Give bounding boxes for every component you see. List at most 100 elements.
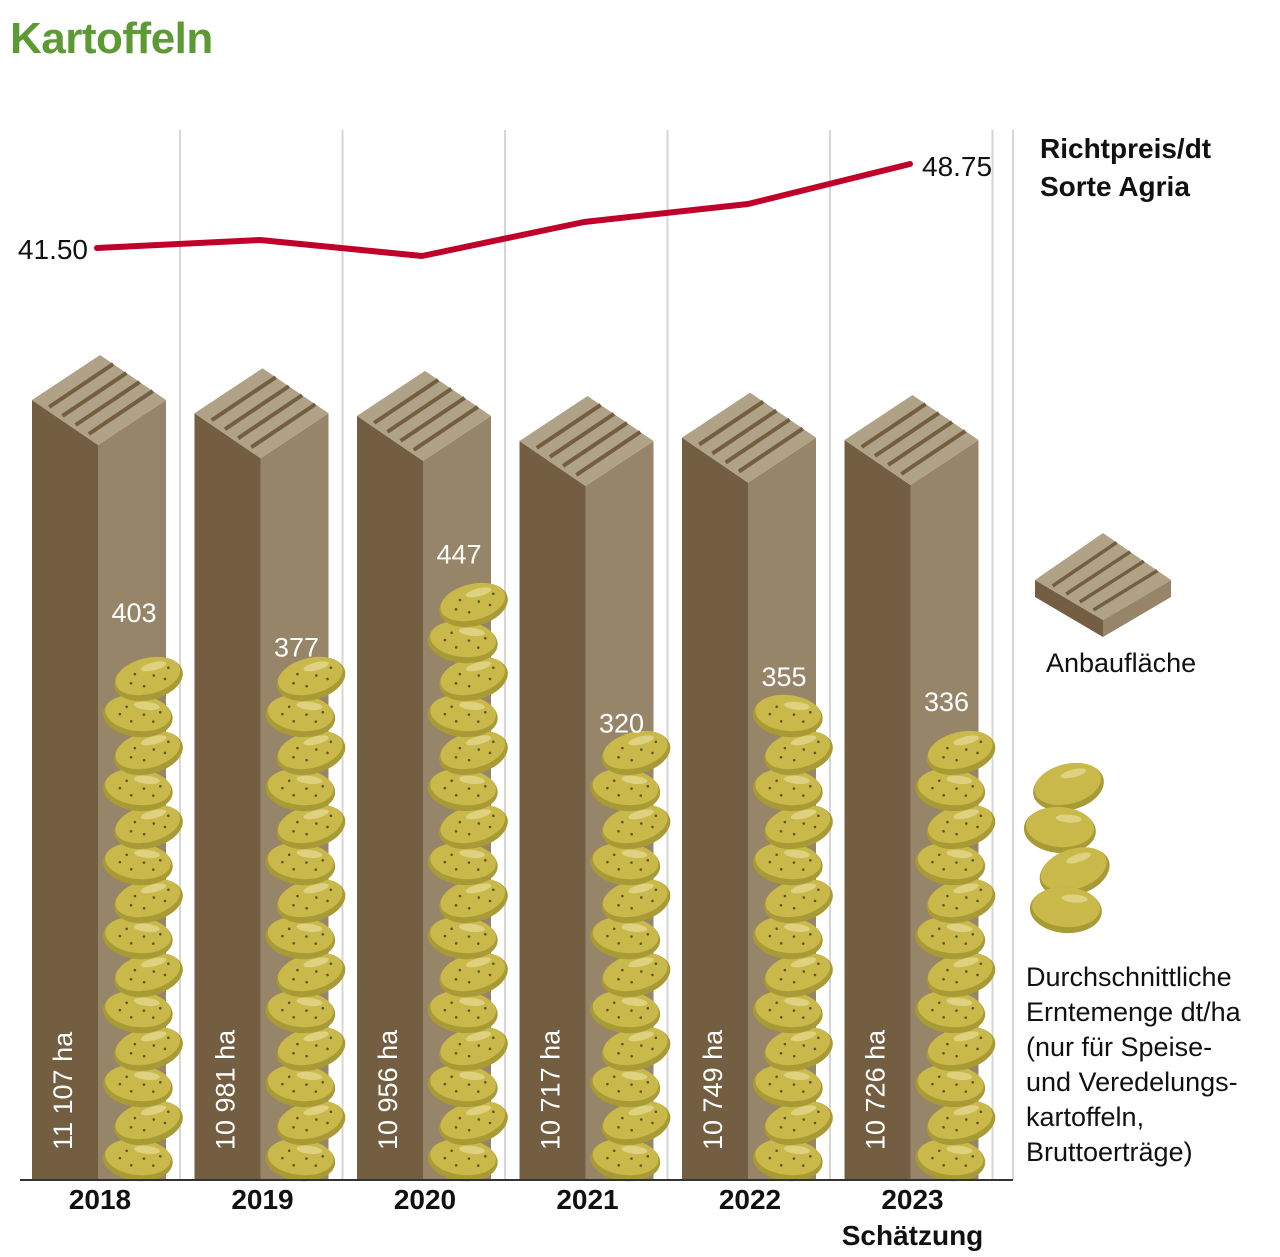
area-pillar-2023: 10 726 ha 336: [844, 395, 996, 1182]
potato-icon: [590, 1138, 661, 1182]
yield-value: 355: [761, 662, 806, 692]
potato-icon: [926, 730, 996, 776]
potato-icon: [265, 1064, 336, 1108]
yield-legend-line: Durchschnittliche: [1026, 962, 1232, 992]
yield-value: 447: [436, 539, 481, 569]
potato-icon: [439, 804, 508, 850]
area-pillar-2021: 10 717 ha 320: [519, 395, 671, 1182]
area-value: 10 956 ha: [373, 1029, 403, 1150]
potato-icon: [114, 656, 183, 702]
area-pillar-2019: 10 981 ha 377: [194, 368, 346, 1182]
potato-icon: [114, 804, 183, 850]
potato-icon: [601, 952, 671, 998]
potato-icon: [926, 1026, 996, 1072]
potato-icon: [752, 842, 823, 886]
potato-icon: [102, 1138, 173, 1182]
potato-icon: [265, 768, 336, 812]
area-pillar-2018: 11 107 ha 403: [32, 355, 183, 1182]
potato-icon: [265, 990, 336, 1034]
potato-icon: [265, 916, 336, 960]
potato-icon: [265, 1138, 336, 1182]
potato-icon: [114, 1100, 183, 1146]
year-label-2019: 2019: [231, 1184, 294, 1215]
potato-icon: [590, 990, 661, 1034]
potato-icon: [590, 842, 661, 886]
potato-icon: [915, 768, 986, 812]
potato-icon: [915, 990, 986, 1034]
potato-icon: [601, 1026, 671, 1072]
potato-icon: [276, 656, 346, 702]
potato-icon: [114, 952, 183, 998]
potato-icon: [590, 1064, 661, 1108]
potato-icon: [752, 768, 823, 812]
potato-icon: [752, 1064, 823, 1108]
potato-icon: [752, 916, 823, 960]
yield-legend-line: und Veredelungs-: [1026, 1067, 1238, 1097]
potato-icon: [601, 878, 671, 924]
potato-icon: [601, 1100, 671, 1146]
potato-icon: [276, 1100, 346, 1146]
potato-icon: [764, 804, 833, 850]
yield-legend-line: kartoffeln,: [1026, 1102, 1145, 1132]
potato-icon: [590, 916, 661, 960]
potato-icon: [439, 878, 508, 924]
price-legend-line1: Richtpreis/dt: [1040, 133, 1212, 164]
potato-icon: [427, 1064, 498, 1108]
potato-icon: [427, 842, 498, 886]
potato-icon: [276, 730, 346, 776]
potato-icon: [102, 990, 173, 1034]
potato-icon: [439, 582, 508, 628]
area-value: 10 749 ha: [698, 1029, 728, 1150]
price-line: [94, 161, 913, 259]
area-legend-icon: [1035, 533, 1171, 637]
potato-icon: [276, 1026, 346, 1072]
potato-icon: [114, 878, 183, 924]
potato-icon: [752, 1138, 823, 1182]
yield-legend-line: (nur für Speise-: [1026, 1032, 1213, 1062]
potato-icon: [114, 730, 183, 776]
potato-icon: [601, 804, 671, 850]
potato-icon: [102, 1064, 173, 1108]
potato-icon: [276, 952, 346, 998]
potato-icon: [265, 694, 336, 738]
potato-icon: [427, 694, 498, 738]
potato-icon: [915, 916, 986, 960]
potato-icon: [915, 842, 986, 886]
price-label-last: 48.75: [922, 151, 992, 182]
area-pillar-2022: 10 749 ha 355: [682, 392, 833, 1182]
potato-icon: [102, 842, 173, 886]
potato-icon: [276, 804, 346, 850]
potato-icon: [102, 916, 173, 960]
potato-icon: [764, 952, 833, 998]
area-legend-label: Anbaufläche: [1046, 648, 1197, 678]
potato-icon: [915, 1064, 986, 1108]
year-label-2023: 2023 Schätzung: [841, 1184, 984, 1251]
potato-icon: [752, 990, 823, 1034]
potato-icon: [590, 768, 661, 812]
yield-legend-label: Durchschnittliche Erntemenge dt/ha (nur …: [1026, 960, 1241, 1170]
year-label-2021: 2021: [556, 1184, 619, 1215]
yield-legend-icon: [1023, 762, 1110, 934]
yield-legend-line: Bruttoerträge): [1026, 1137, 1193, 1167]
potato-icon: [764, 878, 833, 924]
price-legend-line2: Sorte Agria: [1040, 171, 1190, 202]
potato-icon: [764, 1026, 833, 1072]
price-legend: Richtpreis/dt Sorte Agria: [1040, 130, 1211, 206]
potato-icon: [102, 768, 173, 812]
potato-icon: [926, 878, 996, 924]
potato-icon: [764, 1100, 833, 1146]
potato-icon: [439, 952, 508, 998]
yield-value: 320: [599, 708, 644, 738]
area-value: 10 726 ha: [861, 1029, 891, 1150]
potato-icon: [926, 952, 996, 998]
potato-icon: [276, 878, 346, 924]
potato-icon: [427, 916, 498, 960]
area-value: 10 717 ha: [536, 1029, 566, 1150]
potato-icon: [439, 730, 508, 776]
potato-icon: [427, 1138, 498, 1182]
yield-value: 377: [274, 633, 319, 663]
potato-icon: [114, 1026, 183, 1072]
yield-legend-line: Erntemenge dt/ha: [1026, 997, 1241, 1027]
area-value: 11 107 ha: [48, 1031, 78, 1150]
potato-icon: [439, 1100, 508, 1146]
